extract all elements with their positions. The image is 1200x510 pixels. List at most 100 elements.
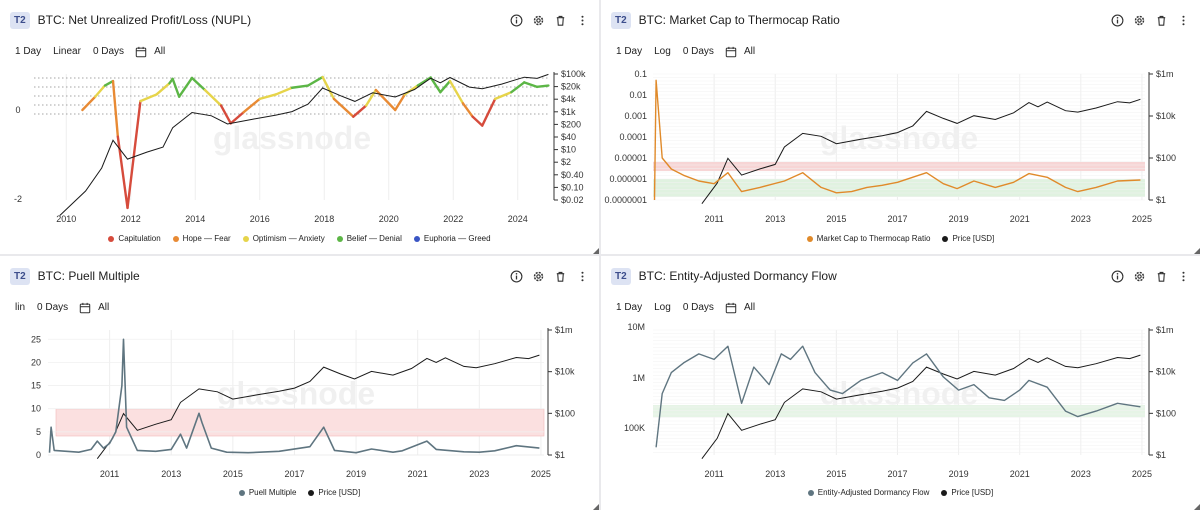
resize-handle[interactable] [593, 504, 599, 510]
panel-header: T2 BTC: Entity-Adjusted Dormancy Flow [611, 266, 1190, 286]
left-tick-label: 0 [15, 105, 20, 115]
range-button[interactable]: All [154, 46, 166, 57]
resize-handle[interactable] [1194, 248, 1200, 254]
toolbar-button[interactable]: 0 Days [37, 302, 69, 313]
toolbar-button[interactable]: Log [654, 46, 671, 57]
more-icon[interactable] [1177, 270, 1190, 283]
gear-icon[interactable] [532, 14, 545, 27]
legend-dot [242, 235, 249, 242]
nupl-segment [510, 81, 526, 94]
x-tick-label: 2022 [443, 214, 463, 224]
left-tick-label: 20 [31, 357, 41, 367]
info-icon[interactable] [1111, 270, 1124, 283]
range-button[interactable]: All [743, 46, 756, 57]
toolbar-button[interactable]: 0 Days [682, 302, 714, 313]
price-line [701, 354, 1141, 459]
metric-line [655, 345, 1141, 448]
x-tick-label: 2025 [1132, 214, 1152, 224]
legend-item[interactable]: Price [USD] [942, 234, 994, 243]
toolbar-button[interactable]: 0 Days [92, 46, 125, 57]
toolbar-button[interactable]: 0 Days [682, 46, 714, 57]
legend-item[interactable]: Market Cap to Thermocap Ratio [806, 234, 930, 243]
gear-icon[interactable] [532, 270, 545, 283]
trash-icon[interactable] [554, 270, 567, 283]
nupl-segment [290, 84, 310, 89]
right-tick-label: $10 [561, 145, 576, 155]
right-tick-label: $1 [555, 450, 565, 460]
metric-line [48, 338, 540, 454]
resize-handle[interactable] [1194, 504, 1200, 510]
x-tick-label: 2015 [826, 469, 846, 479]
legend-item[interactable]: Euphoria — Greed [413, 234, 491, 243]
more-icon[interactable] [1177, 14, 1190, 27]
nupl-segment [416, 76, 432, 87]
chart-panel-dormancy: T2 BTC: Entity-Adjusted Dormancy Flow 1 Da… [601, 256, 1200, 510]
x-tick-label: 2025 [531, 469, 551, 479]
trash-icon[interactable] [1155, 270, 1168, 283]
range-button[interactable]: All [743, 302, 756, 313]
toolbar-button[interactable]: 1 Day [616, 302, 643, 313]
toolbar-button[interactable]: Log [654, 302, 671, 313]
x-tick-label: 2013 [765, 214, 785, 224]
nupl-segment [429, 76, 442, 94]
chart-svg: glassnode 2010 2012 2014 2016 2018 2020 2022 202… [14, 69, 586, 224]
nupl-segment [394, 93, 407, 112]
legend-item[interactable]: Puell Multiple [238, 488, 296, 497]
calendar-icon[interactable] [79, 302, 91, 314]
resize-handle[interactable] [593, 248, 599, 254]
right-tick-label: $1 [1156, 195, 1166, 205]
x-tick-label: 2013 [161, 469, 181, 479]
toolbar-button[interactable]: 1 Day [616, 46, 643, 57]
info-icon[interactable] [510, 270, 523, 283]
nupl-segment [364, 88, 378, 107]
x-tick-label: 2016 [250, 214, 270, 224]
toolbar-button[interactable]: lin [15, 302, 26, 313]
gear-icon[interactable] [1133, 14, 1146, 27]
legend-item[interactable]: Price [USD] [941, 488, 993, 497]
trash-icon[interactable] [554, 14, 567, 27]
left-tick-label: 0 [36, 450, 41, 460]
tier-badge: T2 [10, 11, 30, 29]
calendar-icon[interactable] [725, 302, 737, 314]
x-tick-label: 2018 [314, 214, 334, 224]
chart-panel-thermocap: T2 BTC: Market Cap to Thermocap Ratio 1 Da… [601, 0, 1200, 254]
overvalued-band [653, 162, 1145, 171]
left-tick-label: 10M [627, 322, 645, 332]
calendar-icon[interactable] [725, 46, 737, 58]
x-tick-label: 2017 [284, 469, 304, 479]
more-icon[interactable] [576, 270, 589, 283]
right-tick-label: $20k [561, 82, 581, 92]
nupl-segment [535, 84, 550, 89]
info-icon[interactable] [1111, 14, 1124, 27]
legend-dot [807, 489, 814, 496]
legend-item[interactable]: Hope — Fear [172, 234, 231, 243]
legend-item[interactable]: Entity-Adjusted Dormancy Flow [807, 488, 929, 497]
panel-actions [510, 14, 589, 27]
info-icon[interactable] [510, 14, 523, 27]
legend-dot [308, 489, 315, 496]
right-tick-label: $100 [555, 408, 575, 418]
trash-icon[interactable] [1155, 14, 1168, 27]
toolbar-button[interactable]: Linear [53, 46, 81, 57]
gear-icon[interactable] [1133, 270, 1146, 283]
legend-item[interactable]: Capitulation [108, 234, 161, 243]
more-icon[interactable] [576, 14, 589, 27]
toolbar-button[interactable]: 1 Day [15, 46, 42, 57]
legend-dot [806, 235, 813, 242]
left-tick-label: 0.01 [629, 90, 647, 100]
panel-actions [510, 270, 589, 283]
right-tick-label: $10k [1156, 367, 1176, 377]
legend-item[interactable]: Price [USD] [308, 488, 360, 497]
legend-item[interactable]: Belief — Denial [336, 234, 402, 243]
panel-title: BTC: Market Cap to Thermocap Ratio [638, 13, 840, 27]
x-tick-label: 2021 [1010, 469, 1030, 479]
left-tick-label: 0.1 [634, 69, 647, 79]
range-button[interactable]: All [98, 302, 110, 313]
calendar-icon[interactable] [135, 46, 147, 58]
legend-dot [172, 235, 179, 242]
x-tick-label: 2010 [56, 214, 76, 224]
chart-panel-puell: T2 BTC: Puell Multiple lin 0 Days All glassno… [0, 256, 599, 510]
nupl-segment [219, 104, 232, 125]
legend-item[interactable]: Optimism — Anxiety [242, 234, 325, 243]
chart-svg: glassnode 2011 2013 2015 2017 2019 2021 2023 202… [604, 69, 1176, 224]
